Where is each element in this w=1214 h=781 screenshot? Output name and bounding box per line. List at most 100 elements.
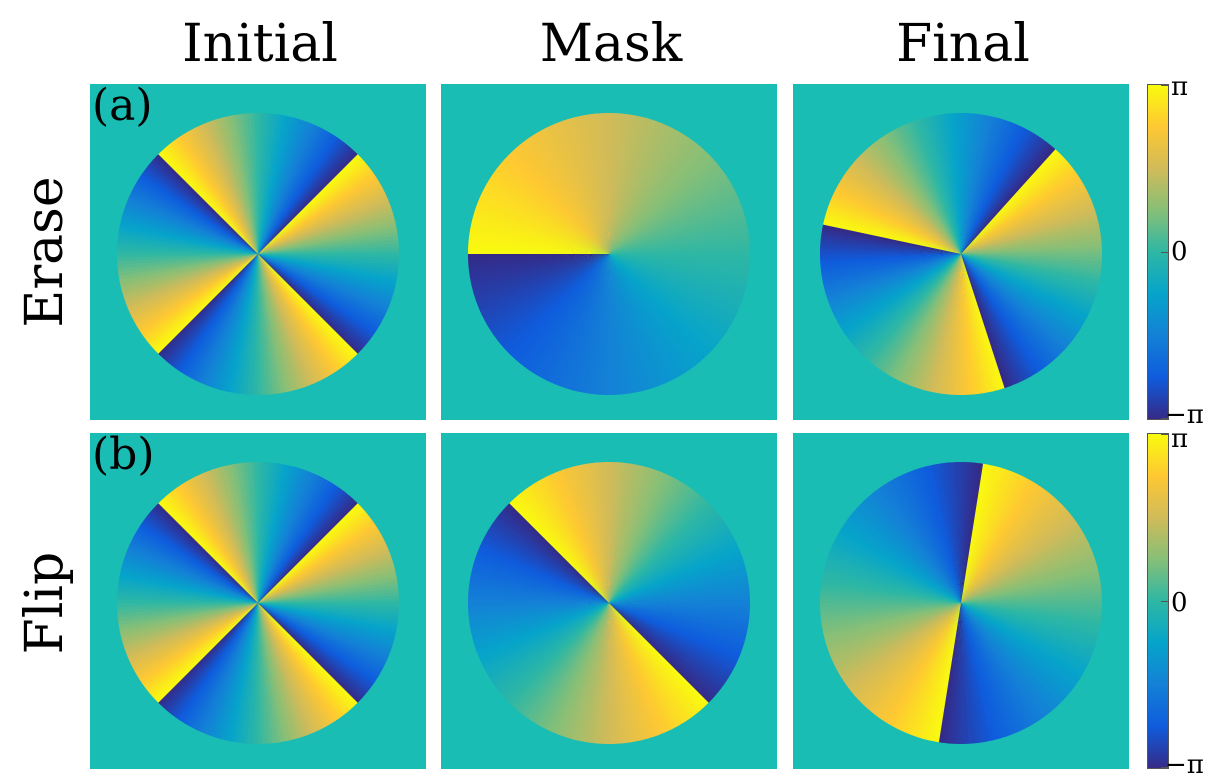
phase-wedge (538, 130, 609, 254)
phase-wedge (917, 603, 961, 739)
phase-wedge (609, 464, 639, 603)
phase-wedge (961, 462, 973, 603)
phase-wedge (609, 254, 737, 319)
phase-wedge (583, 254, 609, 394)
phase-wedge (492, 520, 609, 603)
phase-wedge (594, 603, 609, 744)
phase-wedge (835, 535, 961, 603)
phase-wedge (258, 528, 381, 603)
phase-wedge (246, 603, 258, 744)
phase-wedge (883, 482, 961, 603)
phase-wedge (961, 253, 1103, 258)
phase-wedge (961, 254, 1062, 357)
phase-wedge (961, 186, 1087, 254)
phase-wedge (239, 603, 258, 744)
phase-wedge (254, 603, 259, 745)
phase-wedge (258, 199, 390, 254)
phase-wedge (609, 254, 728, 334)
phase-wedge (258, 192, 387, 254)
phase-wedge (609, 603, 728, 683)
phase-wedge (127, 196, 258, 254)
phase-wedge (961, 532, 1085, 603)
phase-wedge (258, 164, 370, 254)
phase-wedge (957, 603, 962, 745)
phase-wedge (486, 254, 609, 329)
phase-wedge (139, 174, 258, 254)
phase-wedge (258, 469, 309, 603)
colorbar-tick-zero-flip: 0 (1171, 588, 1188, 618)
phase-wedge (225, 603, 258, 742)
phase-wedge (243, 254, 258, 395)
phase-wedge (961, 603, 1069, 698)
phase-wedge (258, 254, 393, 302)
phase-wedge (961, 139, 1047, 254)
phase-wedge (258, 254, 396, 291)
phase-wedge (137, 526, 258, 603)
phase-wedge (258, 603, 393, 651)
phase-wedge (827, 203, 961, 254)
phase-wedge (479, 542, 609, 603)
phase-wedge (609, 488, 695, 603)
phase-wedge (942, 254, 961, 395)
phase-wedge (258, 603, 397, 633)
phase-wedge (258, 254, 350, 364)
phase-map-svg (819, 112, 1103, 396)
phase-wedge (609, 133, 686, 254)
phase-wedge (141, 603, 258, 687)
phase-wedge (899, 125, 961, 254)
phase-wedge (961, 603, 1082, 680)
phase-wedge (506, 254, 609, 355)
phase-wedge (127, 603, 258, 661)
phase-wedge (609, 118, 653, 255)
phase-wedge (258, 254, 359, 357)
phase-wedge (514, 254, 609, 362)
phase-wedge (961, 603, 1067, 701)
phase-wedge (881, 603, 961, 722)
phase-wedge (258, 254, 389, 312)
phase-wedge (866, 146, 961, 254)
phase-wedge (499, 162, 609, 254)
phase-wedge (258, 124, 319, 254)
phase-wedge (961, 141, 1050, 254)
phase-wedge (511, 254, 609, 360)
phase-wedge (609, 603, 745, 647)
phase-wedge (210, 254, 258, 389)
phase-wedge (258, 603, 396, 640)
phase-wedge (258, 603, 359, 706)
phase-wedge (175, 254, 258, 371)
phase-wedge (907, 603, 961, 735)
phase-wedge (961, 126, 1026, 254)
phase-wedge (254, 254, 259, 396)
phase-wedge (468, 235, 609, 254)
phase-wedge (468, 588, 609, 603)
phase-wedge (246, 254, 258, 395)
phase-wedge (609, 113, 624, 254)
phase-wedge (609, 116, 646, 254)
phase-wedge (609, 603, 701, 713)
phase-wedge (239, 254, 258, 395)
phase-wedge (258, 462, 277, 603)
phase-wedge (609, 473, 670, 603)
phase-wedge (258, 525, 379, 603)
phase-wedge (853, 254, 961, 349)
phase-wedge (860, 500, 961, 603)
phase-wedge (609, 196, 740, 254)
phase-wedge (609, 128, 677, 254)
phase-wedge (258, 502, 361, 603)
phase-wedge (961, 603, 1091, 664)
phase-wedge (258, 113, 266, 254)
phase-wedge (961, 117, 1002, 254)
phase-map-svg (116, 461, 400, 745)
phase-wedge (146, 603, 258, 693)
phase-wedge (853, 603, 961, 698)
phase-wedge (258, 462, 273, 603)
phase-wedge (961, 462, 969, 603)
phase-wedge (609, 254, 746, 295)
phase-wedge (609, 495, 704, 603)
phase-wedge (961, 254, 1102, 273)
phase-wedge (609, 603, 730, 680)
phase-wedge (846, 168, 961, 254)
phase-wedge (609, 139, 695, 254)
phase-wedge (258, 603, 394, 647)
phase-wedge (129, 603, 258, 665)
